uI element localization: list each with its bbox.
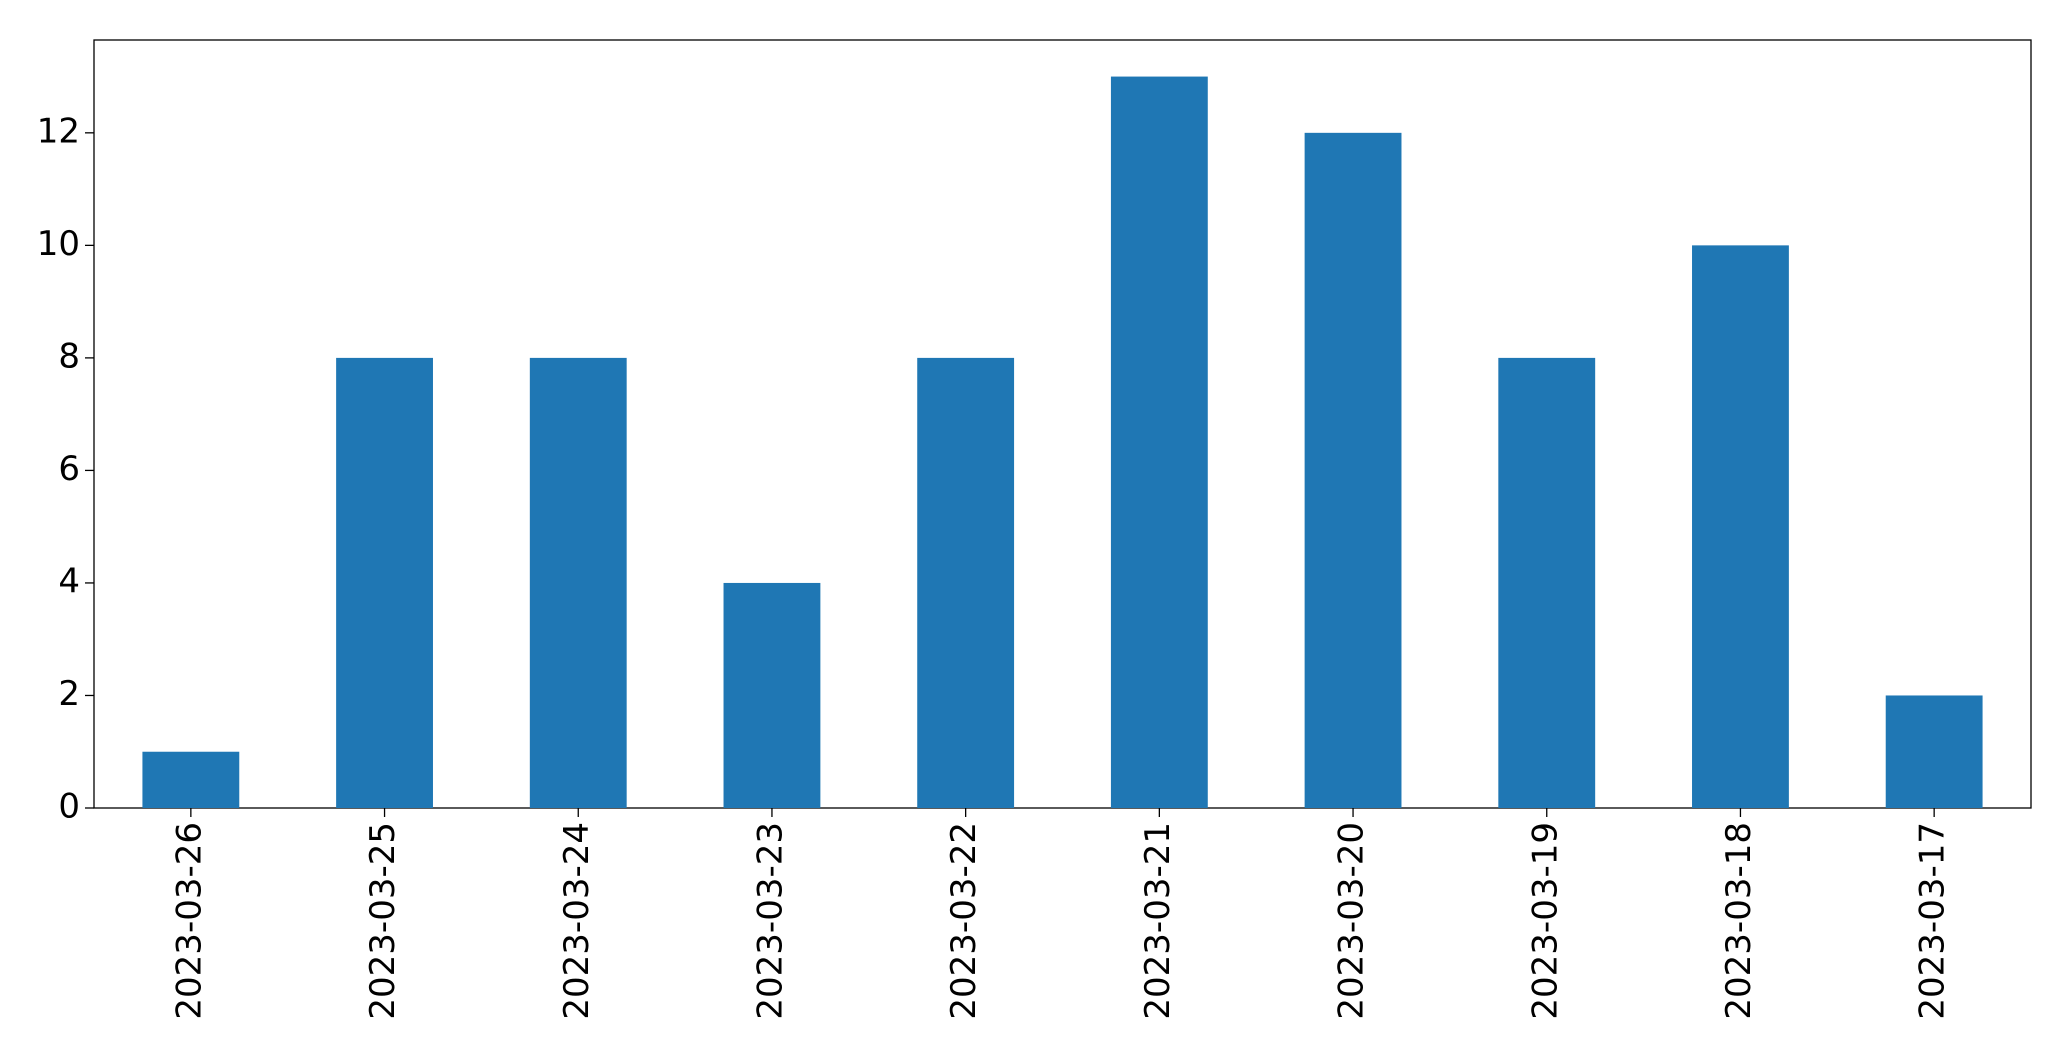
bar [336, 357, 433, 808]
y-tick-label: 4 [58, 561, 80, 601]
bar [1692, 245, 1789, 808]
x-tick-label: 2023-03-22 [944, 822, 984, 1020]
bar [1110, 76, 1208, 809]
y-tick-label: 12 [37, 111, 80, 151]
bar [142, 751, 240, 808]
bar [1304, 132, 1402, 809]
x-tick-label: 2023-03-20 [1332, 822, 1372, 1020]
bar [1498, 357, 1596, 808]
x-tick-label: 2023-03-23 [750, 822, 790, 1020]
x-tick-label: 2023-03-24 [557, 822, 597, 1020]
y-tick-label: 2 [58, 674, 80, 714]
x-tick-label: 2023-03-21 [1138, 822, 1178, 1020]
x-tick-label: 2023-03-19 [1525, 822, 1565, 1020]
x-tick-label: 2023-03-17 [1913, 822, 1953, 1020]
x-tick-label: 2023-03-26 [169, 822, 209, 1020]
plot-frame [93, 39, 2032, 809]
bar [1885, 695, 1983, 808]
y-tick-label: 10 [37, 224, 80, 264]
bar [917, 357, 1015, 808]
bar [529, 357, 627, 808]
y-tick-label: 0 [58, 787, 80, 827]
x-tick-label: 2023-03-18 [1719, 822, 1759, 1020]
x-tick-label: 2023-03-25 [363, 822, 403, 1020]
bar [723, 582, 821, 808]
y-tick-label: 8 [58, 336, 80, 376]
y-tick-label: 6 [58, 449, 80, 489]
